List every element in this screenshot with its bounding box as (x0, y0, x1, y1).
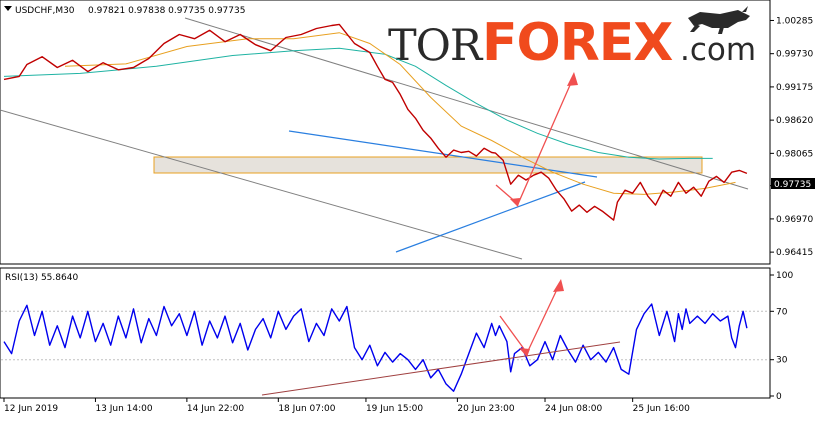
time-tick-label: 12 Jun 2019 (4, 404, 58, 414)
logo-text-mid: FOREX (482, 13, 673, 73)
forecast-arrowhead-down (510, 198, 520, 207)
torforex-logo: TOR FOREX .com (388, 6, 756, 73)
ma-fast-line (64, 32, 736, 195)
price-tick-label: 0.98620 (776, 116, 813, 126)
time-tick-label: 14 Jun 22:00 (187, 404, 244, 414)
bull-logo-icon (688, 6, 750, 34)
resistance-zone (153, 156, 703, 174)
current-price-bg (771, 178, 815, 189)
ohlc-label: 0.97821 0.97838 0.97735 0.97735 (88, 6, 245, 16)
rsi-trendline (261, 341, 621, 396)
current-price-tag: 0.97735 (771, 178, 815, 190)
time-tick-label: 19 Jun 15:00 (366, 404, 423, 414)
triangle-lower-line (395, 181, 586, 253)
rsi-forecast-arrow (499, 279, 564, 357)
rsi-tick-label: 70 (776, 307, 788, 317)
rsi-axis: 100 70 30 0 (770, 271, 793, 402)
current-price-label: 0.97735 (774, 180, 811, 190)
price-tick-label: 0.96970 (776, 215, 813, 225)
rsi-tick-label: 100 (776, 271, 793, 281)
collapse-triangle-icon[interactable] (4, 6, 12, 11)
logo-text-right: .com (680, 32, 756, 68)
time-tick-label: 20 Jun 23:00 (457, 404, 514, 414)
time-tick-label: 24 Jun 08:00 (545, 404, 602, 414)
price-axis: 1.002850.997300.991750.986200.980650.975… (770, 16, 813, 258)
time-tick-label: 25 Jun 16:00 (633, 404, 690, 414)
rsi-tick-label: 0 (776, 392, 782, 402)
price-tick-label: 0.98065 (776, 149, 813, 159)
forecast-arrow (495, 72, 578, 207)
rsi-pane-frame (0, 267, 771, 399)
time-axis: 12 Jun 2019 13 Jun 14:00 14 Jun 22:00 18 Ju… (3, 398, 690, 414)
price-tick-label: 0.99730 (776, 50, 813, 60)
rsi-arrowhead-up (553, 279, 564, 292)
symbol-label: USDCHF,M30 (15, 6, 75, 16)
time-tick-label: 13 Jun 14:00 (95, 404, 152, 414)
price-tick-label: 0.96415 (776, 248, 813, 258)
price-tick-label: 1.00285 (776, 16, 813, 26)
time-tick-label: 18 Jun 07:00 (278, 404, 335, 414)
price-layer (3, 23, 748, 221)
rsi-indicator-label: RSI(13) 55.8640 (5, 273, 78, 283)
forecast-arrowhead-up (567, 72, 578, 86)
ma-slow-line (3, 47, 713, 160)
price-tick-label: 0.99175 (776, 83, 813, 93)
rsi-layer (1, 303, 769, 392)
price-line (3, 23, 748, 221)
rsi-arrowhead-down (519, 348, 530, 357)
channel-upper-line (184, 17, 749, 190)
channel-lower-line (0, 109, 523, 260)
rsi-tick-label: 30 (776, 356, 788, 366)
logo-text-left: TOR (388, 21, 484, 71)
rsi-line (3, 303, 748, 392)
